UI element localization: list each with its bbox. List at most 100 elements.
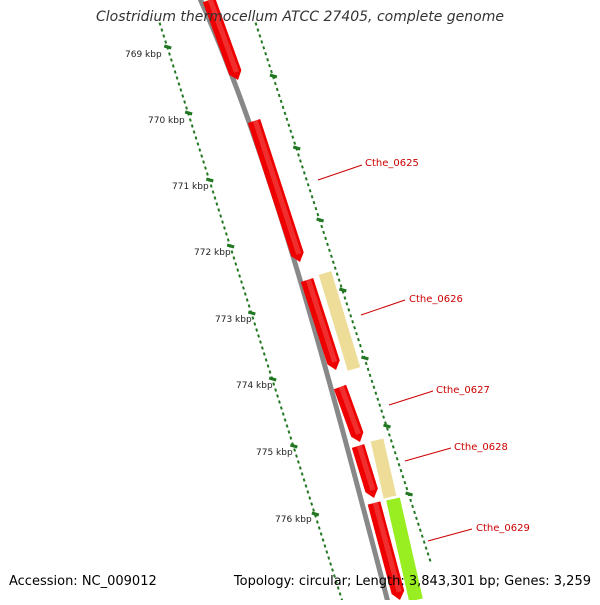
- ruler-tick: [331, 568, 334, 572]
- ruler-tick: [297, 153, 300, 157]
- ruler-tick: [391, 445, 395, 449]
- ruler-tick: [256, 28, 260, 32]
- ruler-major-tick: [361, 355, 369, 361]
- ruler-tick: [422, 540, 426, 544]
- genome-backbone: [197, 0, 392, 605]
- ruler-tick: [275, 87, 279, 92]
- ruler-tick: [276, 394, 279, 398]
- ruler-tick: [202, 160, 206, 164]
- ruler-tick: [158, 22, 162, 26]
- callout-line: [388, 390, 434, 406]
- ruler-tick: [376, 397, 380, 401]
- ruler-tick: [221, 220, 224, 224]
- ruler-tick: [259, 340, 262, 344]
- map-title: Clostridium thermocellum ATCC 27405, com…: [96, 9, 504, 25]
- ruler-tick: [327, 556, 331, 560]
- ruler-tick: [266, 57, 270, 62]
- ruler-tick: [258, 34, 262, 38]
- ruler-tick: [389, 439, 393, 443]
- ruler-tick: [302, 171, 306, 175]
- ruler-tick: [353, 325, 357, 330]
- ruler-tick: [296, 460, 300, 464]
- ruler-tick: [242, 286, 245, 290]
- ruler-tick: [285, 117, 289, 122]
- ruler-tick: [368, 373, 372, 378]
- ruler-tick: [192, 130, 196, 134]
- ruler-tick: [364, 361, 368, 366]
- ruler-major-tick: [405, 491, 413, 497]
- gene-arrow: [300, 278, 340, 370]
- ruler-tick: [308, 496, 312, 500]
- gene-feature: [370, 438, 397, 499]
- gene-callouts: Cthe_0625 Cthe_0626 Cthe_0627 Cthe_0628 Cthe…: [317, 158, 530, 542]
- ruler-tick: [224, 232, 228, 236]
- ruler-tick: [289, 436, 293, 440]
- ruler-tick: [253, 322, 257, 326]
- ruler-tick: [382, 415, 386, 419]
- ruler-major-tick: [292, 145, 301, 151]
- gene-label: Cthe_0629: [476, 523, 530, 534]
- tick-label: 773 kbp: [215, 315, 252, 325]
- ruler-tick: [251, 316, 255, 320]
- ruler-tick: [384, 421, 387, 425]
- callout-line: [360, 299, 406, 316]
- ruler-tick: [331, 260, 335, 264]
- ruler-tick: [300, 165, 304, 169]
- ruler-tick: [316, 212, 320, 217]
- callout-line: [427, 528, 473, 542]
- ruler-tick: [336, 586, 340, 590]
- ruler-tick: [281, 105, 285, 110]
- ruler-tick: [215, 202, 219, 206]
- ruler-tick: [285, 424, 289, 428]
- ruler-tick: [279, 406, 283, 410]
- ruler-major-tick: [163, 44, 172, 50]
- ruler-tick: [209, 184, 213, 188]
- ruler-major-tick: [247, 310, 256, 316]
- ruler-tick: [173, 70, 177, 74]
- ruler-tick: [287, 430, 291, 434]
- callout-line: [317, 164, 363, 181]
- ruler-tick: [387, 433, 391, 437]
- gene-arrow-shade: [305, 278, 338, 363]
- ruler-major-tick: [311, 511, 320, 517]
- gene-arrow-shade: [252, 119, 302, 255]
- ruler-major-tick: [383, 423, 391, 429]
- ruler-major-tick: [268, 376, 277, 382]
- ruler-tick: [196, 142, 200, 146]
- gene-feature: [386, 497, 423, 602]
- ruler-tick: [428, 558, 432, 562]
- ruler-tick: [185, 106, 188, 110]
- ruler-tick: [272, 382, 276, 386]
- ruler-tick: [397, 462, 401, 467]
- ruler-tick: [355, 331, 358, 336]
- ruler-tick: [223, 226, 226, 230]
- ruler-tick: [326, 242, 329, 247]
- ruler-tick: [366, 367, 370, 372]
- gene-arrow-shade: [372, 501, 402, 593]
- ruler-left: [158, 22, 344, 602]
- ruler-tick: [329, 562, 333, 566]
- tick-label: 772 kbp: [194, 248, 231, 258]
- ruler-tick: [333, 574, 336, 578]
- ruler-tick: [226, 238, 230, 242]
- ruler-tick: [335, 272, 339, 276]
- ruler-tick: [308, 189, 312, 193]
- ruler-tick: [171, 64, 175, 68]
- ruler-tick: [190, 124, 194, 128]
- ruler-tick: [204, 166, 207, 170]
- genome-summary: Topology: circular; Length: 3,843,301 bp…: [233, 574, 591, 589]
- ruler-tick: [293, 141, 297, 145]
- ruler-tick: [360, 349, 364, 354]
- ruler-tick: [415, 516, 418, 521]
- ruler-tick: [230, 250, 234, 254]
- tick-labels: 769 kbp 770 kbp 771 kbp 772 kbp 773 kbp 774 k…: [125, 50, 312, 525]
- ruler-tick: [337, 278, 341, 282]
- ruler-tick: [179, 88, 183, 92]
- ruler-tick: [160, 28, 164, 32]
- ruler-tick: [247, 304, 251, 308]
- ruler-tick: [194, 136, 198, 140]
- ruler-tick: [211, 190, 215, 194]
- gene-arrow: [367, 501, 405, 600]
- ruler-tick: [283, 111, 287, 116]
